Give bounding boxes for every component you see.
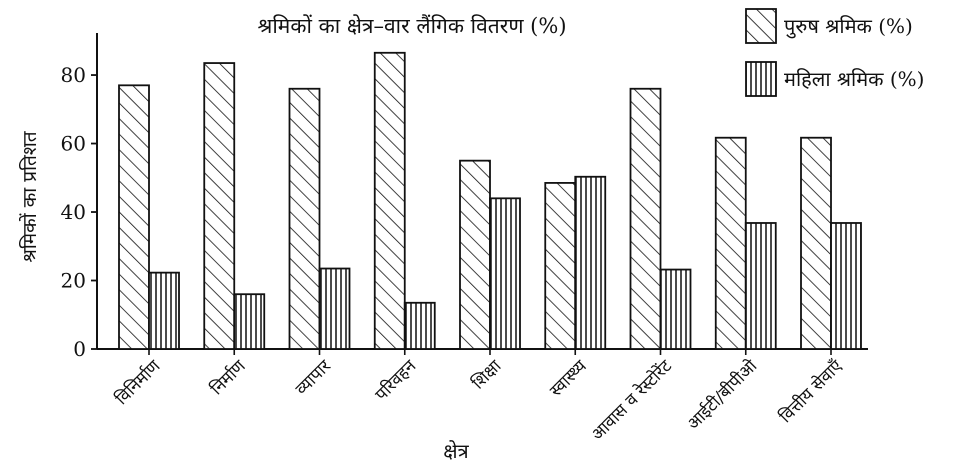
bar-male-7 [714,136,747,350]
bar-female-4 [489,197,521,350]
x-category-label: परिवहन [371,355,421,405]
y-tick-label: 80 [61,63,86,87]
bar-female-5 [574,175,607,350]
x-category-label: विनिर्माण [111,355,165,409]
y-axis-label: श्रमिकों का प्रतिशत [18,130,41,262]
legend-label-female: महिला श्रमिक (%) [784,67,924,91]
bar-male-2 [288,87,321,350]
x-category-label: आईटी/बीपीओ [683,355,762,434]
bar-female-8 [830,222,862,350]
x-category-label: आवास व रेस्टोरेंट [587,355,676,444]
category-labels: विनिर्माण निर्माण व्यापार परिवहन शिक्षा स्वास… [111,349,847,445]
bar-female-0 [148,271,180,350]
bar-male-8 [800,136,832,350]
legend: पुरुष श्रमिक (%) महिला श्रमिक (%) [745,8,924,97]
bar-female-6 [659,268,692,350]
bar-female-1 [233,293,266,350]
y-ticks: 0 20 40 60 80 [61,63,97,361]
bar-male-5 [544,182,577,350]
x-axis-label: क्षेत्र [443,439,469,463]
x-category-label: वित्तीय सेवाएँ [775,355,847,427]
y-tick-label: 60 [61,132,86,156]
bar-female-3 [403,301,436,350]
bars [118,51,862,350]
x-category-label: स्वास्थ्य [546,356,591,401]
bar-male-0 [118,84,150,350]
bar-male-6 [629,87,662,350]
bar-male-1 [203,62,236,350]
x-category-label: निर्माण [206,355,250,399]
x-category-label: व्यापार [292,356,336,400]
y-tick-label: 0 [73,337,86,361]
x-category-label: शिक्षा [468,355,506,393]
bar-female-7 [744,222,777,350]
legend-swatch-female [745,61,777,97]
legend-label-male: पुरुष श्रमिक (%) [784,14,913,39]
bar-male-4 [459,159,491,350]
bar-male-3 [373,51,406,350]
y-tick-label: 20 [61,269,86,293]
bar-female-2 [318,267,351,350]
y-tick-label: 40 [61,200,86,224]
chart-title: श्रमिकों का क्षेत्र–वार लैंगिक वितरण (%) [257,14,566,38]
legend-swatch-male [745,8,777,44]
